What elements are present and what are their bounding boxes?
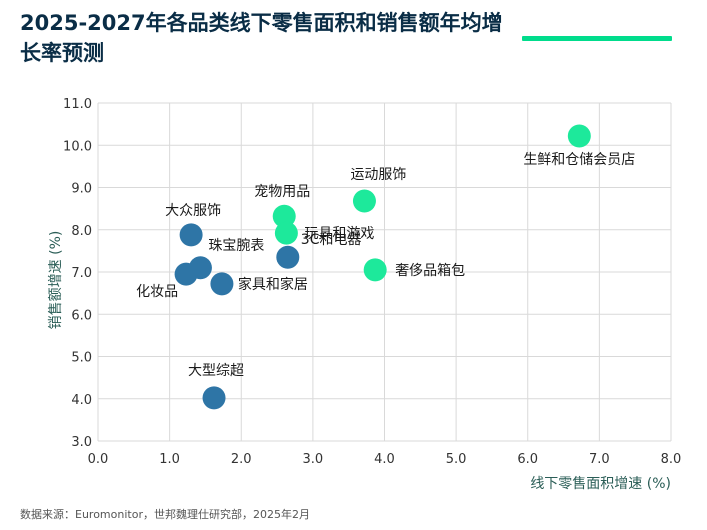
data-point — [202, 386, 226, 410]
y-tick-label: 9.0 — [71, 182, 92, 197]
y-tick-label: 7.0 — [71, 266, 92, 281]
x-tick-label: 4.0 — [374, 452, 395, 467]
data-points — [174, 124, 591, 410]
y-tick-label: 6.0 — [71, 308, 92, 323]
x-tick-label: 8.0 — [661, 452, 682, 467]
data-point — [174, 262, 198, 286]
x-tick-label: 3.0 — [303, 452, 324, 467]
data-point-label: 玩具和游戏 — [304, 226, 374, 242]
data-point-label: 家具和家居 — [238, 276, 308, 293]
data-point — [274, 221, 298, 245]
data-point-label: 3C和电器 — [301, 232, 362, 248]
y-tick-label: 10.0 — [63, 139, 92, 154]
y-tick-label: 8.0 — [71, 224, 92, 239]
data-source-note: 数据来源：Euromonitor，世邦魏理仕研究部，2025年2月 — [20, 508, 310, 521]
data-point-label: 珠宝腕表 — [208, 238, 264, 254]
x-tick-label: 1.0 — [159, 452, 180, 467]
data-point — [272, 204, 296, 228]
data-point-label: 化妆品 — [136, 284, 178, 300]
axis-ticks: 0.0 1.0 2.0 3.0 4.0 5.0 6.0 7.0 8.0 3.0 4.0 5.0 6.0 7… — [63, 97, 681, 467]
x-tick-label: 7.0 — [589, 452, 610, 467]
title-accent-bar — [522, 36, 672, 41]
x-tick-label: 0.0 — [88, 452, 109, 467]
data-point — [363, 258, 387, 282]
data-point — [210, 272, 234, 296]
data-point — [352, 189, 376, 213]
chart-title: 2025-2027年各品类线下零售面积和销售额年均增长率预测 — [20, 11, 503, 65]
y-axis-label: 销售额增速 (%) — [48, 231, 64, 330]
y-tick-label: 11.0 — [63, 97, 92, 112]
data-point-label: 大众服饰 — [165, 203, 221, 219]
x-tick-label: 2.0 — [231, 452, 252, 467]
data-point-label: 运动服饰 — [350, 167, 406, 183]
data-point — [276, 245, 300, 269]
data-point-label: 宠物用品 — [254, 184, 310, 200]
data-point — [179, 223, 203, 247]
grid-lines — [97, 102, 672, 442]
data-point — [567, 124, 591, 148]
x-tick-label: 5.0 — [446, 452, 467, 467]
data-point-label: 奢侈品箱包 — [395, 263, 465, 279]
y-tick-label: 5.0 — [71, 351, 92, 366]
y-tick-label: 4.0 — [71, 393, 92, 408]
y-tick-label: 3.0 — [71, 435, 92, 450]
data-point-label: 生鲜和仓储会员店 — [523, 152, 635, 168]
x-tick-label: 6.0 — [517, 452, 538, 467]
x-axis-label: 线下零售面积增速 (%) — [530, 476, 671, 492]
data-point-label: 大型综超 — [188, 363, 244, 379]
